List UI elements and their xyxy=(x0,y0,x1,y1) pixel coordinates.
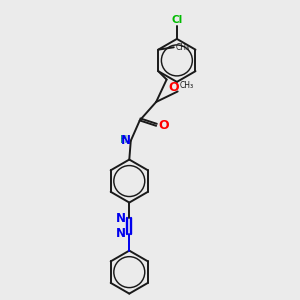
Text: O: O xyxy=(168,81,179,94)
Text: Cl: Cl xyxy=(171,15,182,25)
Text: N: N xyxy=(121,134,131,147)
Text: CH₃: CH₃ xyxy=(179,81,194,90)
Text: O: O xyxy=(158,119,169,132)
Text: N: N xyxy=(116,212,126,225)
Text: H: H xyxy=(120,135,127,145)
Text: CH₃: CH₃ xyxy=(175,43,189,52)
Text: N: N xyxy=(116,227,126,240)
